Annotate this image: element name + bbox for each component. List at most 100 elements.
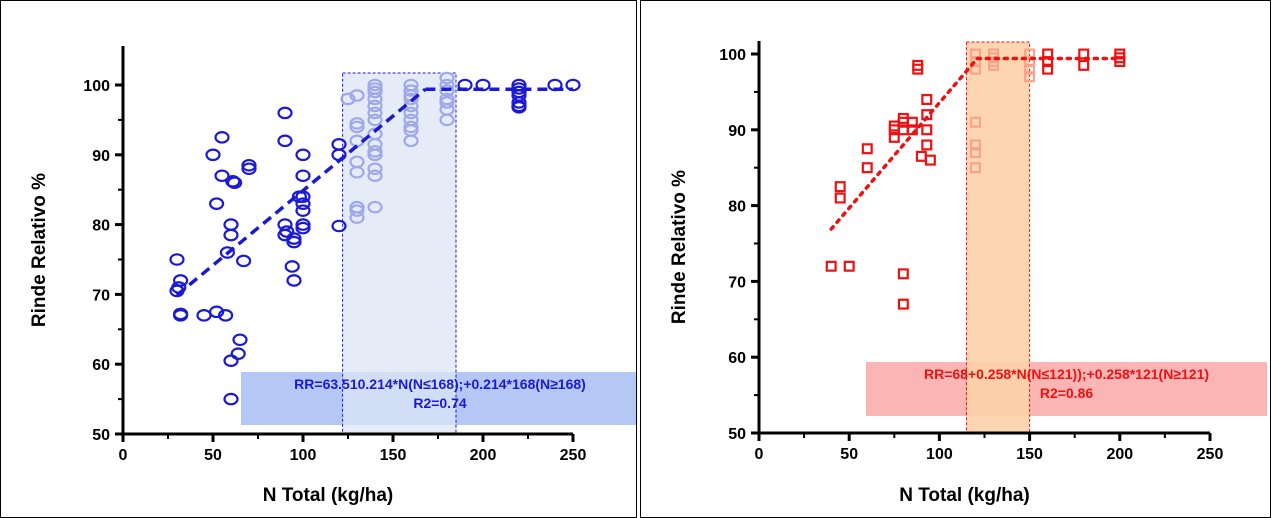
- data-point: [349, 89, 365, 102]
- scatter-chart-right: RR=68+0.258*N(N≤121));+0.258*121(N≥121) R…: [669, 41, 1267, 506]
- data-point: [232, 333, 248, 347]
- data-point: [969, 63, 981, 75]
- y-tick-label: 90: [728, 123, 746, 140]
- data-point: [897, 298, 909, 310]
- data-point: [169, 253, 185, 266]
- y-tick-label: 70: [728, 274, 746, 291]
- data-point: [214, 169, 230, 183]
- data-point: [295, 169, 311, 183]
- data-point: [223, 392, 239, 406]
- data-point: [367, 106, 383, 120]
- data-point: [825, 260, 837, 272]
- data-point: [1114, 56, 1126, 68]
- data-point: [295, 221, 311, 235]
- data-point: [834, 181, 846, 193]
- data-point: [173, 274, 189, 287]
- data-point: [277, 134, 293, 148]
- data-point: [349, 211, 365, 224]
- data-point: [173, 309, 189, 322]
- fit-line-segment: [175, 87, 427, 297]
- x-tick-label: 250: [560, 447, 587, 464]
- data-point: [403, 92, 419, 106]
- data-point: [861, 162, 873, 174]
- y-tick-label: 50: [92, 427, 110, 444]
- data-point: [349, 204, 365, 217]
- data-point: [861, 143, 873, 155]
- data-point: [196, 309, 212, 322]
- data-point: [843, 260, 855, 272]
- data-point: [241, 158, 257, 172]
- data-point: [286, 274, 302, 287]
- data-point: [295, 197, 311, 210]
- data-point: [439, 113, 455, 127]
- x-tick-label: 200: [470, 447, 497, 464]
- data-point: [921, 124, 933, 136]
- data-point: [286, 235, 302, 249]
- annotation-r2: R2=0.86: [1040, 385, 1094, 401]
- data-point: [906, 116, 918, 128]
- x-tick-label: 0: [119, 447, 128, 464]
- highlight-band: [342, 72, 457, 435]
- x-tick-label: 100: [290, 447, 317, 464]
- x-tick-label: 50: [840, 446, 858, 463]
- y-tick-label: 60: [728, 350, 746, 367]
- data-point: [912, 63, 924, 75]
- x-tick-label: 200: [1106, 446, 1133, 463]
- data-point: [295, 218, 311, 231]
- data-point: [924, 154, 936, 166]
- y-tick-label: 80: [728, 199, 746, 216]
- data-point: [367, 145, 383, 158]
- x-tick-label: 150: [1016, 446, 1043, 463]
- data-point: [511, 101, 527, 114]
- data-point: [897, 268, 909, 280]
- data-point: [403, 134, 419, 148]
- data-point: [367, 169, 383, 183]
- y-axis-title: Rinde Relativo %: [669, 170, 690, 324]
- data-point: [230, 347, 246, 361]
- data-point: [439, 71, 455, 85]
- annotation-equation: RR=63.510.214*N(N≤168);+0.214*168(N≥168): [294, 376, 586, 392]
- x-tick-label: 100: [926, 446, 953, 463]
- data-point: [969, 116, 981, 128]
- data-point: [349, 165, 365, 179]
- y-tick-label: 50: [728, 426, 746, 443]
- data-point: [1024, 63, 1036, 75]
- y-tick-label: 70: [92, 287, 110, 304]
- data-point: [367, 78, 383, 92]
- data-point: [969, 56, 981, 68]
- x-tick-label: 150: [380, 447, 407, 464]
- data-point: [921, 93, 933, 105]
- annotation-equation: RR=68+0.258*N(N≤121));+0.258*121(N≥121): [924, 366, 1209, 382]
- data-point: [915, 150, 927, 162]
- data-point: [205, 148, 221, 162]
- data-point: [295, 148, 311, 162]
- x-axis-title: N Total (kg/ha): [263, 485, 394, 506]
- data-point: [277, 106, 293, 120]
- annotation-box: [866, 362, 1267, 416]
- data-point: [227, 176, 243, 190]
- data-point: [439, 96, 455, 109]
- data-point: [969, 162, 981, 174]
- data-point: [241, 162, 257, 176]
- data-point: [218, 309, 234, 322]
- data-point: [988, 59, 1000, 71]
- data-point: [1042, 56, 1054, 68]
- data-point: [286, 232, 302, 245]
- data-point: [969, 139, 981, 151]
- y-tick-label: 100: [83, 78, 110, 95]
- data-point: [236, 254, 252, 268]
- fit-line-segment: [829, 56, 980, 231]
- data-point: [340, 92, 356, 106]
- x-tick-label: 50: [204, 447, 222, 464]
- data-point: [367, 113, 383, 127]
- data-point: [295, 204, 311, 217]
- x-tick-label: 250: [1197, 446, 1224, 463]
- data-point: [331, 219, 347, 233]
- data-point: [511, 96, 527, 109]
- data-point: [367, 162, 383, 176]
- data-point: [439, 84, 455, 97]
- annotation-r2: R2=0.74: [413, 395, 467, 411]
- data-point: [969, 48, 981, 60]
- data-point: [349, 120, 365, 134]
- data-point: [284, 260, 300, 273]
